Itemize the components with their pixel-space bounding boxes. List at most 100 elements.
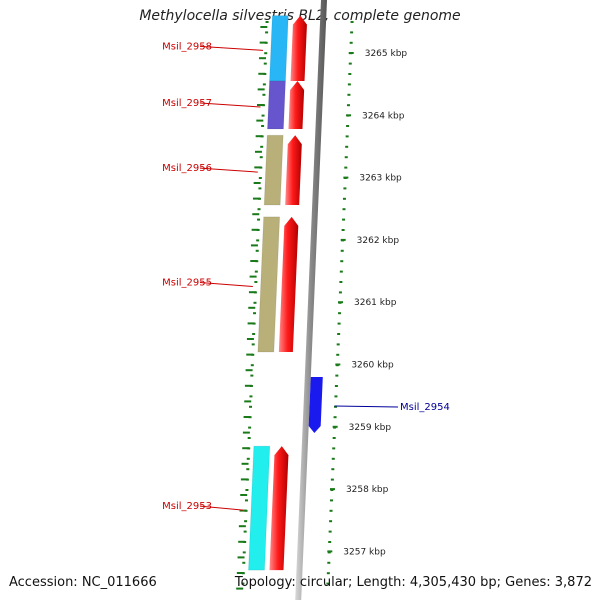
ring-dot <box>334 385 338 387</box>
ring-dot <box>344 166 348 169</box>
ring-tick <box>240 494 248 496</box>
cds-arrow <box>288 81 305 130</box>
gene-label: Msil_2955 <box>162 277 212 288</box>
scale-major-tick <box>338 301 344 304</box>
ring-dot <box>261 114 265 117</box>
ring-tick <box>248 291 256 294</box>
ring-tick <box>254 166 262 169</box>
ring-tick <box>242 431 250 434</box>
ring-tick <box>244 384 252 387</box>
ring-dot <box>340 249 344 252</box>
ring-tick <box>248 306 256 309</box>
ring-dot <box>336 353 340 356</box>
ring-tick <box>258 72 266 75</box>
ring-dot <box>348 73 352 75</box>
gene-features <box>247 15 323 571</box>
scale-label: 3258 kbp <box>346 485 389 495</box>
cds-arrow <box>269 446 289 571</box>
ring-tick <box>249 275 257 278</box>
backbone-line <box>295 0 327 600</box>
ring-dot <box>327 561 331 564</box>
ring-dot <box>338 291 342 294</box>
ring-dot <box>329 499 333 502</box>
ring-dot <box>347 93 351 96</box>
ring-dot <box>257 208 261 211</box>
ring-dot <box>344 156 348 159</box>
ring-dot <box>250 374 254 377</box>
genome-backbone <box>295 0 327 600</box>
ring-tick <box>237 556 245 559</box>
scale-label: 3261 kbp <box>354 298 397 308</box>
ring-dot <box>347 83 351 86</box>
scale-major-tick <box>329 488 335 491</box>
ring-dot <box>334 395 338 398</box>
ring-tick <box>238 540 246 543</box>
ring-dot <box>249 405 253 408</box>
gene-label-leader <box>199 281 253 287</box>
ring-dot <box>256 239 260 242</box>
scale-label: 3257 kbp <box>343 547 386 557</box>
ring-dot <box>332 437 336 439</box>
scale-label: 3262 kbp <box>357 236 400 246</box>
scale-major-tick <box>335 363 341 366</box>
ring-dot <box>326 582 330 585</box>
ring-dot <box>249 395 253 398</box>
ring-tick <box>250 244 258 247</box>
gene-labels: Msil_2958 Msil_2957 Msil_2956 Msil_2955 Msil… <box>162 41 450 512</box>
ring-dot <box>255 249 259 252</box>
ring-dot <box>246 457 250 460</box>
accession-text: Accession: NC_011666 <box>9 575 157 590</box>
gene-label: Msil_2954 <box>400 402 450 413</box>
ring-dot <box>257 218 261 221</box>
scale-label: 3264 kbp <box>362 111 405 121</box>
ring-dot <box>326 572 330 575</box>
ring-dot <box>242 551 246 554</box>
gene-category-block <box>257 216 281 353</box>
ring-dot <box>258 187 262 190</box>
ring-dot <box>349 41 353 44</box>
ring-dot <box>241 582 245 585</box>
ring-dot <box>252 333 256 335</box>
ring-dot <box>254 270 258 273</box>
ring-dot <box>345 145 349 148</box>
ring-dot <box>339 270 343 273</box>
map-title: Methylocella silvestris BL2, complete ge… <box>139 8 461 24</box>
scale-major-tick <box>346 114 352 117</box>
ring-dot <box>339 281 343 283</box>
ring-dot <box>335 374 339 377</box>
ring-tick <box>252 197 260 200</box>
ring-dot <box>265 31 269 34</box>
ring-tick <box>247 322 255 325</box>
ring-dot <box>258 177 262 179</box>
ring-dot <box>254 281 258 283</box>
ring-dot <box>246 468 250 471</box>
ring-tick <box>258 57 266 60</box>
gene-label-leader <box>334 405 399 408</box>
ring-tick <box>245 369 253 372</box>
ring-dot <box>332 447 336 450</box>
ring-tick <box>240 478 248 481</box>
ring-dot <box>329 509 333 512</box>
ring-tick <box>243 416 251 418</box>
ring-dot <box>342 218 346 221</box>
ring-dot <box>342 197 346 200</box>
ring-dot <box>334 405 338 408</box>
ring-dot <box>350 31 354 34</box>
ring-tick <box>236 572 244 574</box>
outer-dotted-ring <box>236 21 269 590</box>
ring-tick <box>256 119 264 122</box>
ring-dot <box>336 343 340 346</box>
ring-dot <box>263 62 267 65</box>
ring-dot <box>340 260 344 263</box>
topology-text: Topology: circular; Length: 4,305,430 bp… <box>234 575 592 590</box>
ring-dot <box>264 52 268 55</box>
ring-dot <box>328 541 332 543</box>
gene-label-leader <box>199 45 264 51</box>
ring-dot <box>262 93 266 96</box>
cds-arrow <box>290 15 307 82</box>
forward-gene-block <box>308 376 323 434</box>
ring-dot <box>245 489 249 491</box>
ring-dot <box>330 478 334 481</box>
ring-tick <box>252 213 260 216</box>
